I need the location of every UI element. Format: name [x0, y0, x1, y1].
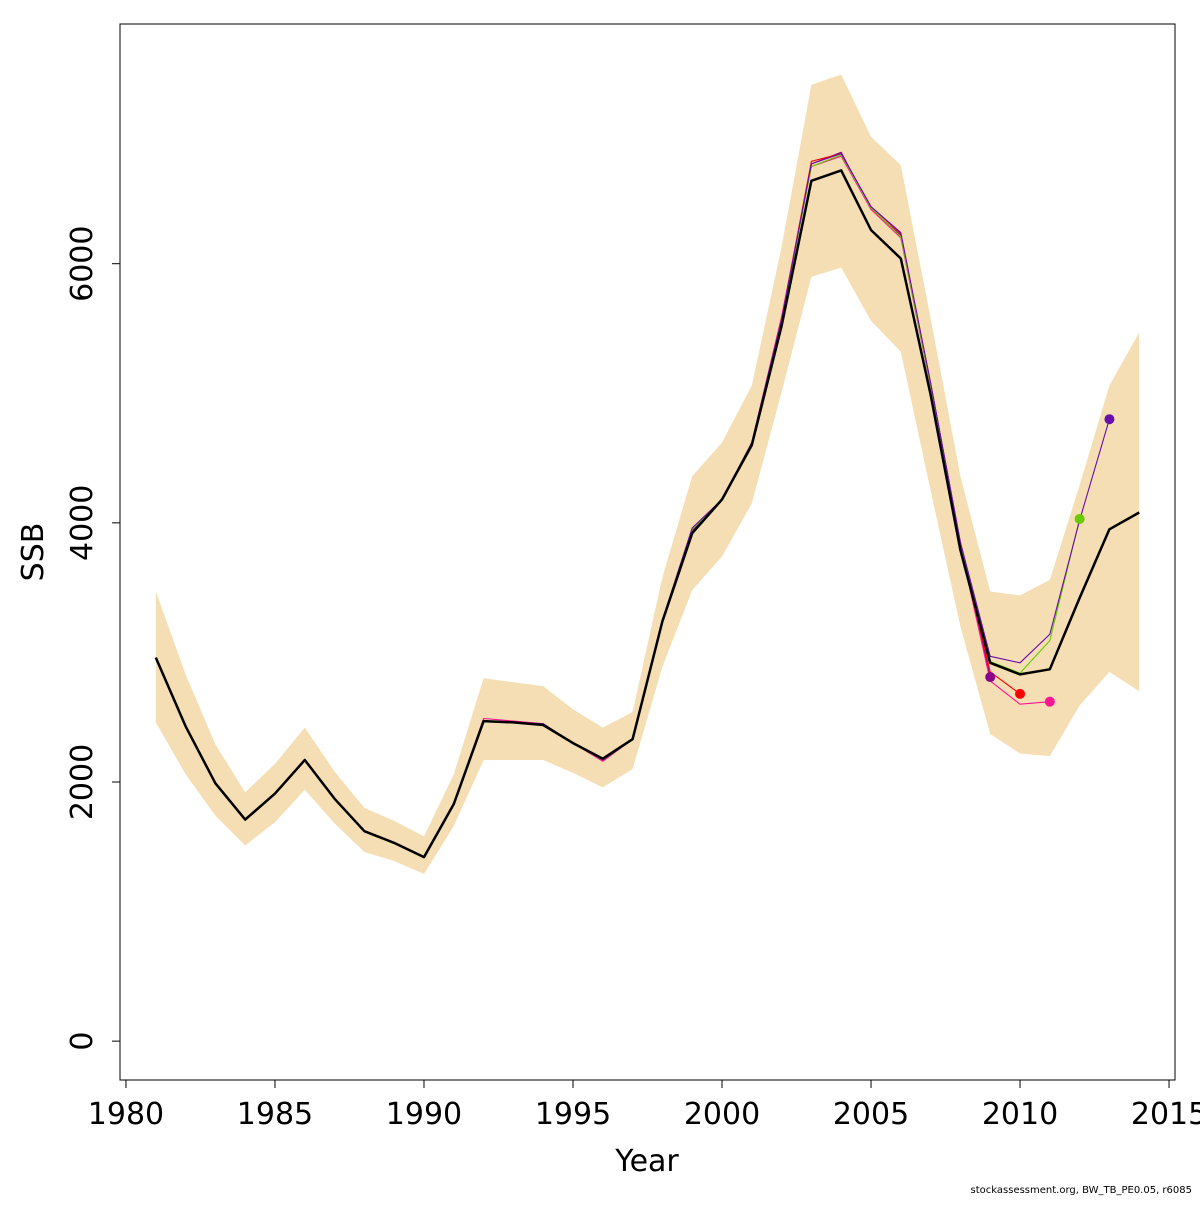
x-tick-label: 2015 — [1131, 1097, 1200, 1132]
confidence-band-layer — [155, 74, 1140, 874]
x-tick-label: 2000 — [684, 1097, 760, 1132]
marker-layer — [985, 414, 1115, 707]
plot-frame — [119, 23, 1176, 1081]
series-end-point-3 — [1044, 696, 1055, 707]
footnote: stockassessment.org, BW_TB_PE0.05, r6085 — [970, 1185, 1192, 1196]
y-axis-title: SSB — [16, 523, 51, 582]
y-tick-label: 0 — [65, 1032, 100, 1051]
confidence-band — [155, 74, 1140, 874]
x-tick-label: 1990 — [386, 1097, 462, 1132]
series-end-point-4 — [1074, 513, 1085, 524]
y-tick-label: 6000 — [65, 226, 100, 302]
x-tick-label: 2010 — [982, 1097, 1058, 1132]
x-tick-label: 1985 — [237, 1097, 313, 1132]
series-line-main — [154, 169, 1140, 859]
x-axis-title: Year — [614, 1144, 679, 1179]
x-tick-label: 2005 — [833, 1097, 909, 1132]
y-tick-label: 2000 — [65, 744, 100, 820]
x-tick-label: 1980 — [88, 1097, 164, 1132]
x-tick-label: 1995 — [535, 1097, 611, 1132]
series-end-point-1 — [985, 672, 996, 683]
y-tick-label: 4000 — [65, 485, 100, 561]
series-end-point-2 — [1015, 688, 1026, 699]
series-layer — [154, 151, 1140, 859]
series-end-point-5 — [1104, 414, 1115, 425]
axis-layer: 1980 1985 1990 1995 2000 2005 2010 2015 0 2000 400… — [65, 226, 1200, 1132]
